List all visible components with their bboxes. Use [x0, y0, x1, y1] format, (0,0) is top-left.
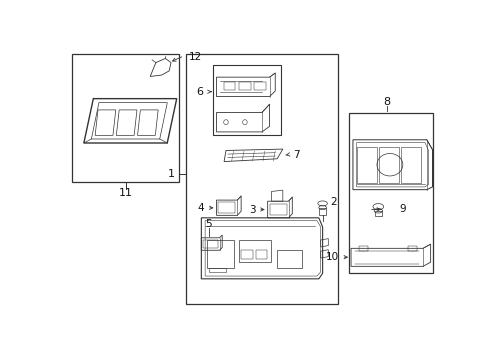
- Bar: [378, 147, 398, 183]
- Bar: [241, 250, 252, 260]
- Text: 3: 3: [248, 204, 255, 215]
- Bar: [269, 204, 286, 215]
- Bar: [400, 147, 420, 183]
- Bar: [212, 66, 280, 135]
- Bar: [206, 240, 233, 268]
- Bar: [239, 82, 250, 90]
- Text: 2: 2: [329, 197, 336, 207]
- Bar: [348, 112, 432, 273]
- Bar: [277, 250, 301, 268]
- Text: 9: 9: [398, 204, 405, 215]
- Bar: [358, 246, 367, 251]
- Bar: [255, 250, 266, 260]
- Bar: [72, 54, 178, 182]
- Text: 12: 12: [189, 51, 202, 62]
- Bar: [208, 268, 225, 272]
- Text: 7: 7: [293, 150, 300, 159]
- Text: 4: 4: [197, 203, 204, 213]
- Bar: [224, 82, 235, 90]
- Bar: [203, 240, 217, 248]
- Bar: [186, 54, 337, 304]
- Text: 5: 5: [205, 220, 212, 229]
- Text: 11: 11: [118, 188, 132, 198]
- Bar: [356, 147, 376, 183]
- Bar: [239, 240, 271, 262]
- Text: 8: 8: [383, 97, 390, 107]
- Text: 1: 1: [167, 169, 175, 179]
- Text: 10: 10: [325, 252, 338, 262]
- Text: 6: 6: [196, 87, 203, 97]
- Bar: [254, 82, 265, 90]
- Bar: [218, 202, 235, 212]
- Bar: [407, 246, 417, 251]
